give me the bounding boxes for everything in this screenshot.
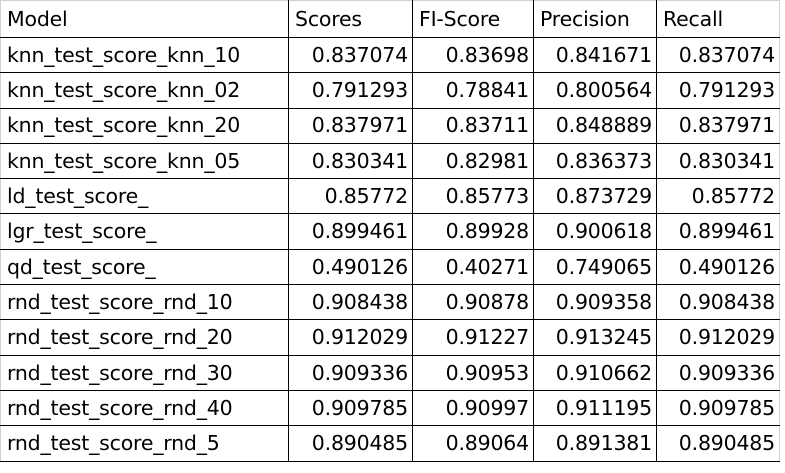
precision-cell[interactable]: 0.891381 [533,425,657,462]
f1-score-cell[interactable]: 0.82981 [412,142,534,180]
table-row: ld_test_score_ 0.85772 0.85773 0.873729 … [0,178,780,215]
table-row: knn_test_score_knn_10 0.837074 0.83698 0… [0,36,780,74]
model-cell[interactable]: qd_test_score_ [0,248,289,286]
precision-cell[interactable]: 0.841671 [533,36,657,74]
recall-cell[interactable]: 0.490126 [656,248,780,286]
precision-cell[interactable]: 0.749065 [533,248,657,286]
table-row: rnd_test_score_rnd_20 0.912029 0.91227 0… [0,319,780,356]
precision-cell[interactable]: 0.873729 [533,178,657,215]
precision-cell[interactable]: 0.836373 [533,142,657,180]
scores-cell[interactable]: 0.490126 [288,248,413,286]
model-cell[interactable]: knn_test_score_knn_02 [0,72,289,109]
scores-cell[interactable]: 0.909785 [288,389,413,427]
f1-score-cell[interactable]: 0.90997 [412,389,534,427]
table-row: lgr_test_score_ 0.899461 0.89928 0.90061… [0,213,780,250]
precision-cell[interactable]: 0.800564 [533,72,657,109]
f1-score-cell[interactable]: 0.83698 [412,36,534,74]
f1-score-cell[interactable]: 0.91227 [412,319,534,356]
model-cell[interactable]: rnd_test_score_rnd_5 [0,425,289,462]
scores-cell[interactable]: 0.890485 [288,425,413,462]
table-row: rnd_test_score_rnd_30 0.909336 0.90953 0… [0,354,780,391]
recall-cell[interactable]: 0.912029 [656,319,780,356]
table-row: knn_test_score_knn_02 0.791293 0.78841 0… [0,72,780,109]
f1-score-cell[interactable]: 0.89928 [412,213,534,250]
recall-cell[interactable]: 0.830341 [656,142,780,180]
recall-cell[interactable]: 0.837971 [656,107,780,144]
model-cell[interactable]: knn_test_score_knn_05 [0,142,289,180]
table-row: rnd_test_score_rnd_10 0.908438 0.90878 0… [0,284,780,321]
f1-score-cell[interactable]: 0.83711 [412,107,534,144]
model-cell[interactable]: rnd_test_score_rnd_20 [0,319,289,356]
recall-cell[interactable]: 0.909785 [656,389,780,427]
precision-cell[interactable]: 0.848889 [533,107,657,144]
scores-table: Model Scores FI-Score Precision Recall k… [0,0,780,462]
precision-cell[interactable]: 0.900618 [533,213,657,250]
model-cell[interactable]: lgr_test_score_ [0,213,289,250]
model-cell[interactable]: ld_test_score_ [0,178,289,215]
header-recall[interactable]: Recall [656,0,780,38]
header-f1-score[interactable]: FI-Score [412,0,534,38]
model-cell[interactable]: rnd_test_score_rnd_30 [0,354,289,391]
header-row: Model Scores FI-Score Precision Recall [0,0,780,38]
model-cell[interactable]: knn_test_score_knn_20 [0,107,289,144]
f1-score-cell[interactable]: 0.90953 [412,354,534,391]
scores-cell[interactable]: 0.830341 [288,142,413,180]
table-row: qd_test_score_ 0.490126 0.40271 0.749065… [0,248,780,286]
recall-cell[interactable]: 0.837074 [656,36,780,74]
precision-cell[interactable]: 0.910662 [533,354,657,391]
f1-score-cell[interactable]: 0.90878 [412,284,534,321]
scores-cell[interactable]: 0.837971 [288,107,413,144]
header-model[interactable]: Model [0,0,289,38]
f1-score-cell[interactable]: 0.85773 [412,178,534,215]
recall-cell[interactable]: 0.899461 [656,213,780,250]
table-row: rnd_test_score_rnd_5 0.890485 0.89064 0.… [0,425,780,462]
header-precision[interactable]: Precision [533,0,657,38]
recall-cell[interactable]: 0.85772 [656,178,780,215]
f1-score-cell[interactable]: 0.89064 [412,425,534,462]
scores-cell[interactable]: 0.791293 [288,72,413,109]
precision-cell[interactable]: 0.909358 [533,284,657,321]
f1-score-cell[interactable]: 0.78841 [412,72,534,109]
f1-score-cell[interactable]: 0.40271 [412,248,534,286]
header-scores[interactable]: Scores [288,0,413,38]
scores-cell[interactable]: 0.837074 [288,36,413,74]
model-cell[interactable]: rnd_test_score_rnd_40 [0,389,289,427]
model-cell[interactable]: rnd_test_score_rnd_10 [0,284,289,321]
recall-cell[interactable]: 0.908438 [656,284,780,321]
scores-cell[interactable]: 0.909336 [288,354,413,391]
table-row: rnd_test_score_rnd_40 0.909785 0.90997 0… [0,389,780,427]
model-cell[interactable]: knn_test_score_knn_10 [0,36,289,74]
table-row: knn_test_score_knn_05 0.830341 0.82981 0… [0,142,780,180]
recall-cell[interactable]: 0.909336 [656,354,780,391]
recall-cell[interactable]: 0.890485 [656,425,780,462]
scores-cell[interactable]: 0.912029 [288,319,413,356]
scores-cell[interactable]: 0.899461 [288,213,413,250]
precision-cell[interactable]: 0.911195 [533,389,657,427]
recall-cell[interactable]: 0.791293 [656,72,780,109]
table-row: knn_test_score_knn_20 0.837971 0.83711 0… [0,107,780,144]
scores-cell[interactable]: 0.908438 [288,284,413,321]
scores-cell[interactable]: 0.85772 [288,178,413,215]
precision-cell[interactable]: 0.913245 [533,319,657,356]
